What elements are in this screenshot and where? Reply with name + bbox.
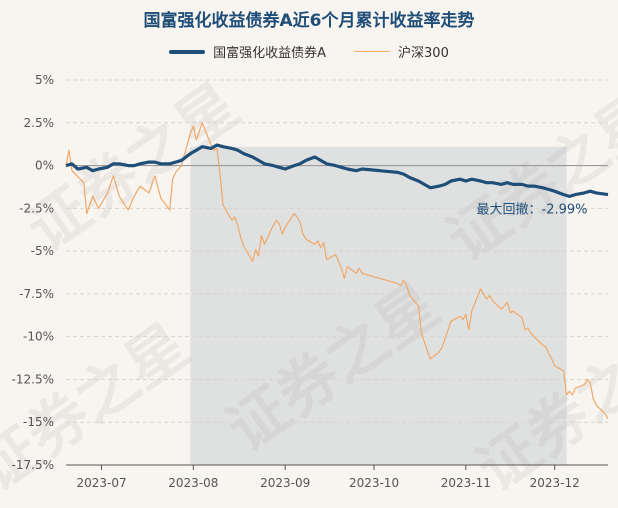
y-tick-label: 2.5% <box>24 116 55 130</box>
y-tick-label: -17.5% <box>12 458 54 472</box>
legend-swatch-fund <box>169 49 206 54</box>
series-line-hs300 <box>65 122 609 420</box>
x-tick-label: 2023-08 <box>168 476 218 490</box>
legend-label-fund: 国富强化收益债券A <box>213 46 327 61</box>
x-tick-label: 2023-11 <box>441 476 491 490</box>
y-tick-label: 5% <box>35 73 54 87</box>
y-tick-label: -10% <box>23 330 54 344</box>
x-tick-label: 2023-07 <box>76 476 126 490</box>
y-tick-label: -12.5% <box>12 372 54 386</box>
x-tick-label: 2023-09 <box>260 476 310 490</box>
legend-item-hs300[interactable]: 沪深300 <box>354 42 449 61</box>
y-tick-label: -5% <box>31 244 54 258</box>
series-line-fund <box>65 143 609 198</box>
x-tick-label: 2023-12 <box>530 476 580 490</box>
y-tick-label: -2.5% <box>19 201 54 215</box>
drawdown-region <box>190 146 567 465</box>
chart-title: 国富强化收益债券A近6个月累计收益率走势 <box>143 11 475 31</box>
legend-label-hs300: 沪深300 <box>398 46 449 61</box>
legend-item-fund[interactable]: 国富强化收益债券A <box>169 42 326 61</box>
y-tick-label: 0% <box>35 159 54 173</box>
max-drawdown-annotation: 最大回撤：-2.99% <box>477 201 588 217</box>
legend-swatch-hs300 <box>354 50 391 53</box>
x-tick-label: 2023-10 <box>349 476 399 490</box>
y-tick-label: -15% <box>23 415 54 429</box>
y-tick-label: -7.5% <box>19 287 54 301</box>
legend: 国富强化收益债券A 沪深300 <box>0 42 618 61</box>
